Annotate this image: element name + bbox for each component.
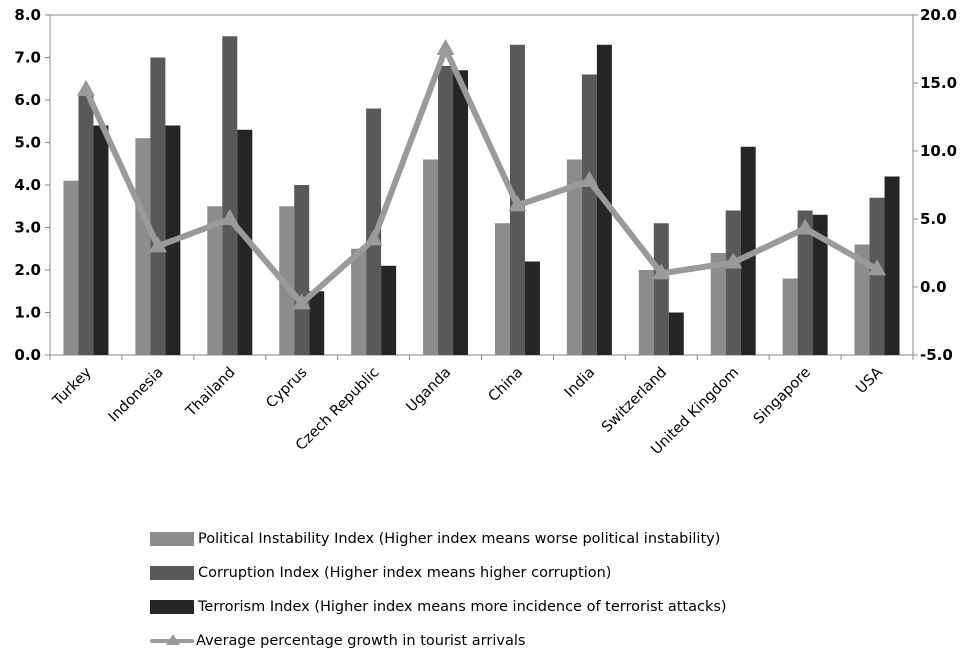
legend-label-corruption: Corruption Index (Higher index means hig… [198, 565, 612, 581]
bar-series-3 [453, 70, 469, 355]
bar-series-1 [135, 138, 151, 355]
left-tick-label: 5.0 [14, 134, 41, 152]
category-label: USA [853, 364, 886, 397]
bar-series-2 [869, 197, 885, 355]
legend-item-tourist-growth: Average percentage growth in tourist arr… [150, 624, 910, 658]
category-label: Indonesia [106, 365, 167, 426]
line-marker-point [292, 293, 311, 310]
bar-series-3 [884, 176, 900, 355]
legend-item-political-instability: Political Instability Index (Higher inde… [150, 522, 910, 556]
category-label: Singapore [751, 364, 814, 427]
right-tick-label: -5.0 [920, 346, 953, 364]
category-label: Switzerland [599, 365, 670, 436]
line-marker-point [868, 259, 887, 276]
bar-series-1 [782, 278, 798, 355]
right-tick-label: 0.0 [920, 278, 947, 296]
bar-series-3 [740, 146, 756, 355]
left-tick-label: 8.0 [14, 6, 41, 24]
line-marker-point [724, 252, 743, 269]
bar-series-1 [423, 159, 439, 355]
bar-series-2 [78, 95, 94, 355]
legend-item-corruption: Corruption Index (Higher index means hig… [150, 556, 910, 590]
line-marker-point [76, 79, 95, 96]
bar-series-2 [150, 57, 166, 355]
left-tick-label: 4.0 [14, 176, 41, 194]
bar-series-2 [438, 66, 454, 355]
legend-label-political-instability: Political Instability Index (Higher inde… [198, 531, 721, 547]
bar-series-2 [222, 36, 238, 355]
bar-series-1 [566, 159, 582, 355]
category-label: Turkey [49, 364, 95, 410]
bar-series-3 [524, 261, 540, 355]
legend-swatch-political-instability [150, 532, 194, 546]
line-marker-point [220, 209, 239, 225]
bar-series-2 [294, 185, 310, 355]
bar-series-1 [638, 270, 654, 355]
legend-swatch-corruption [150, 566, 194, 580]
line-marker-point [796, 218, 815, 235]
left-tick-label: 1.0 [14, 304, 41, 322]
left-tick-label: 2.0 [14, 261, 41, 279]
bar-series-2 [797, 210, 813, 355]
bar-series-2 [653, 223, 669, 355]
line-marker-point [436, 39, 455, 55]
legend: Political Instability Index (Higher inde… [150, 522, 910, 658]
category-label: Uganda [403, 365, 454, 416]
line-marker-point [580, 170, 599, 187]
bar-series-1 [351, 248, 367, 355]
bar-series-3 [237, 129, 253, 355]
bar-series-3 [309, 291, 325, 355]
right-tick-label: 5.0 [920, 210, 947, 228]
left-tick-label: 6.0 [14, 91, 41, 109]
line-marker-point [148, 236, 167, 253]
category-label: China [486, 365, 527, 406]
line-series-tourist-growth [82, 46, 881, 307]
legend-label-tourist-growth: Average percentage growth in tourist arr… [196, 633, 526, 649]
left-tick-label: 3.0 [14, 219, 41, 237]
right-tick-label: 15.0 [920, 74, 957, 92]
bar-series-3 [812, 214, 828, 355]
bar-series-3 [668, 312, 684, 355]
left-tick-label: 7.0 [14, 49, 41, 67]
category-label: Cyprus [263, 365, 310, 412]
bar-series-2 [581, 74, 597, 355]
bar-series-1 [854, 244, 870, 355]
right-tick-label: 20.0 [920, 6, 957, 24]
bar-series-1 [207, 206, 223, 355]
bar-series-1 [494, 223, 510, 355]
left-tick-label: 0.0 [14, 346, 41, 364]
bar-series-1 [279, 206, 295, 355]
right-tick-label: 10.0 [920, 142, 957, 160]
line-marker-point [652, 263, 671, 280]
category-label: India [562, 365, 598, 401]
line-marker-point [508, 195, 527, 212]
legend-swatch-terrorism [150, 600, 194, 614]
category-label: Thailand [183, 365, 239, 421]
legend-line-key-tourist-growth [150, 634, 194, 648]
bar-series-1 [63, 180, 79, 355]
bar-series-1 [710, 253, 726, 355]
chart: 0.0 1.0 2.0 3.0 4.0 5.0 6.0 7.0 8.0 -5.0 0.0 5.0 10.… [14, 6, 957, 458]
legend-label-terrorism: Terrorism Index (Higher index means more… [198, 599, 727, 615]
line-marker-point [364, 229, 383, 246]
bar-series-3 [381, 265, 397, 355]
legend-item-terrorism: Terrorism Index (Higher index means more… [150, 590, 910, 624]
bar-series-3 [93, 125, 109, 355]
bar-series-2 [725, 210, 741, 355]
